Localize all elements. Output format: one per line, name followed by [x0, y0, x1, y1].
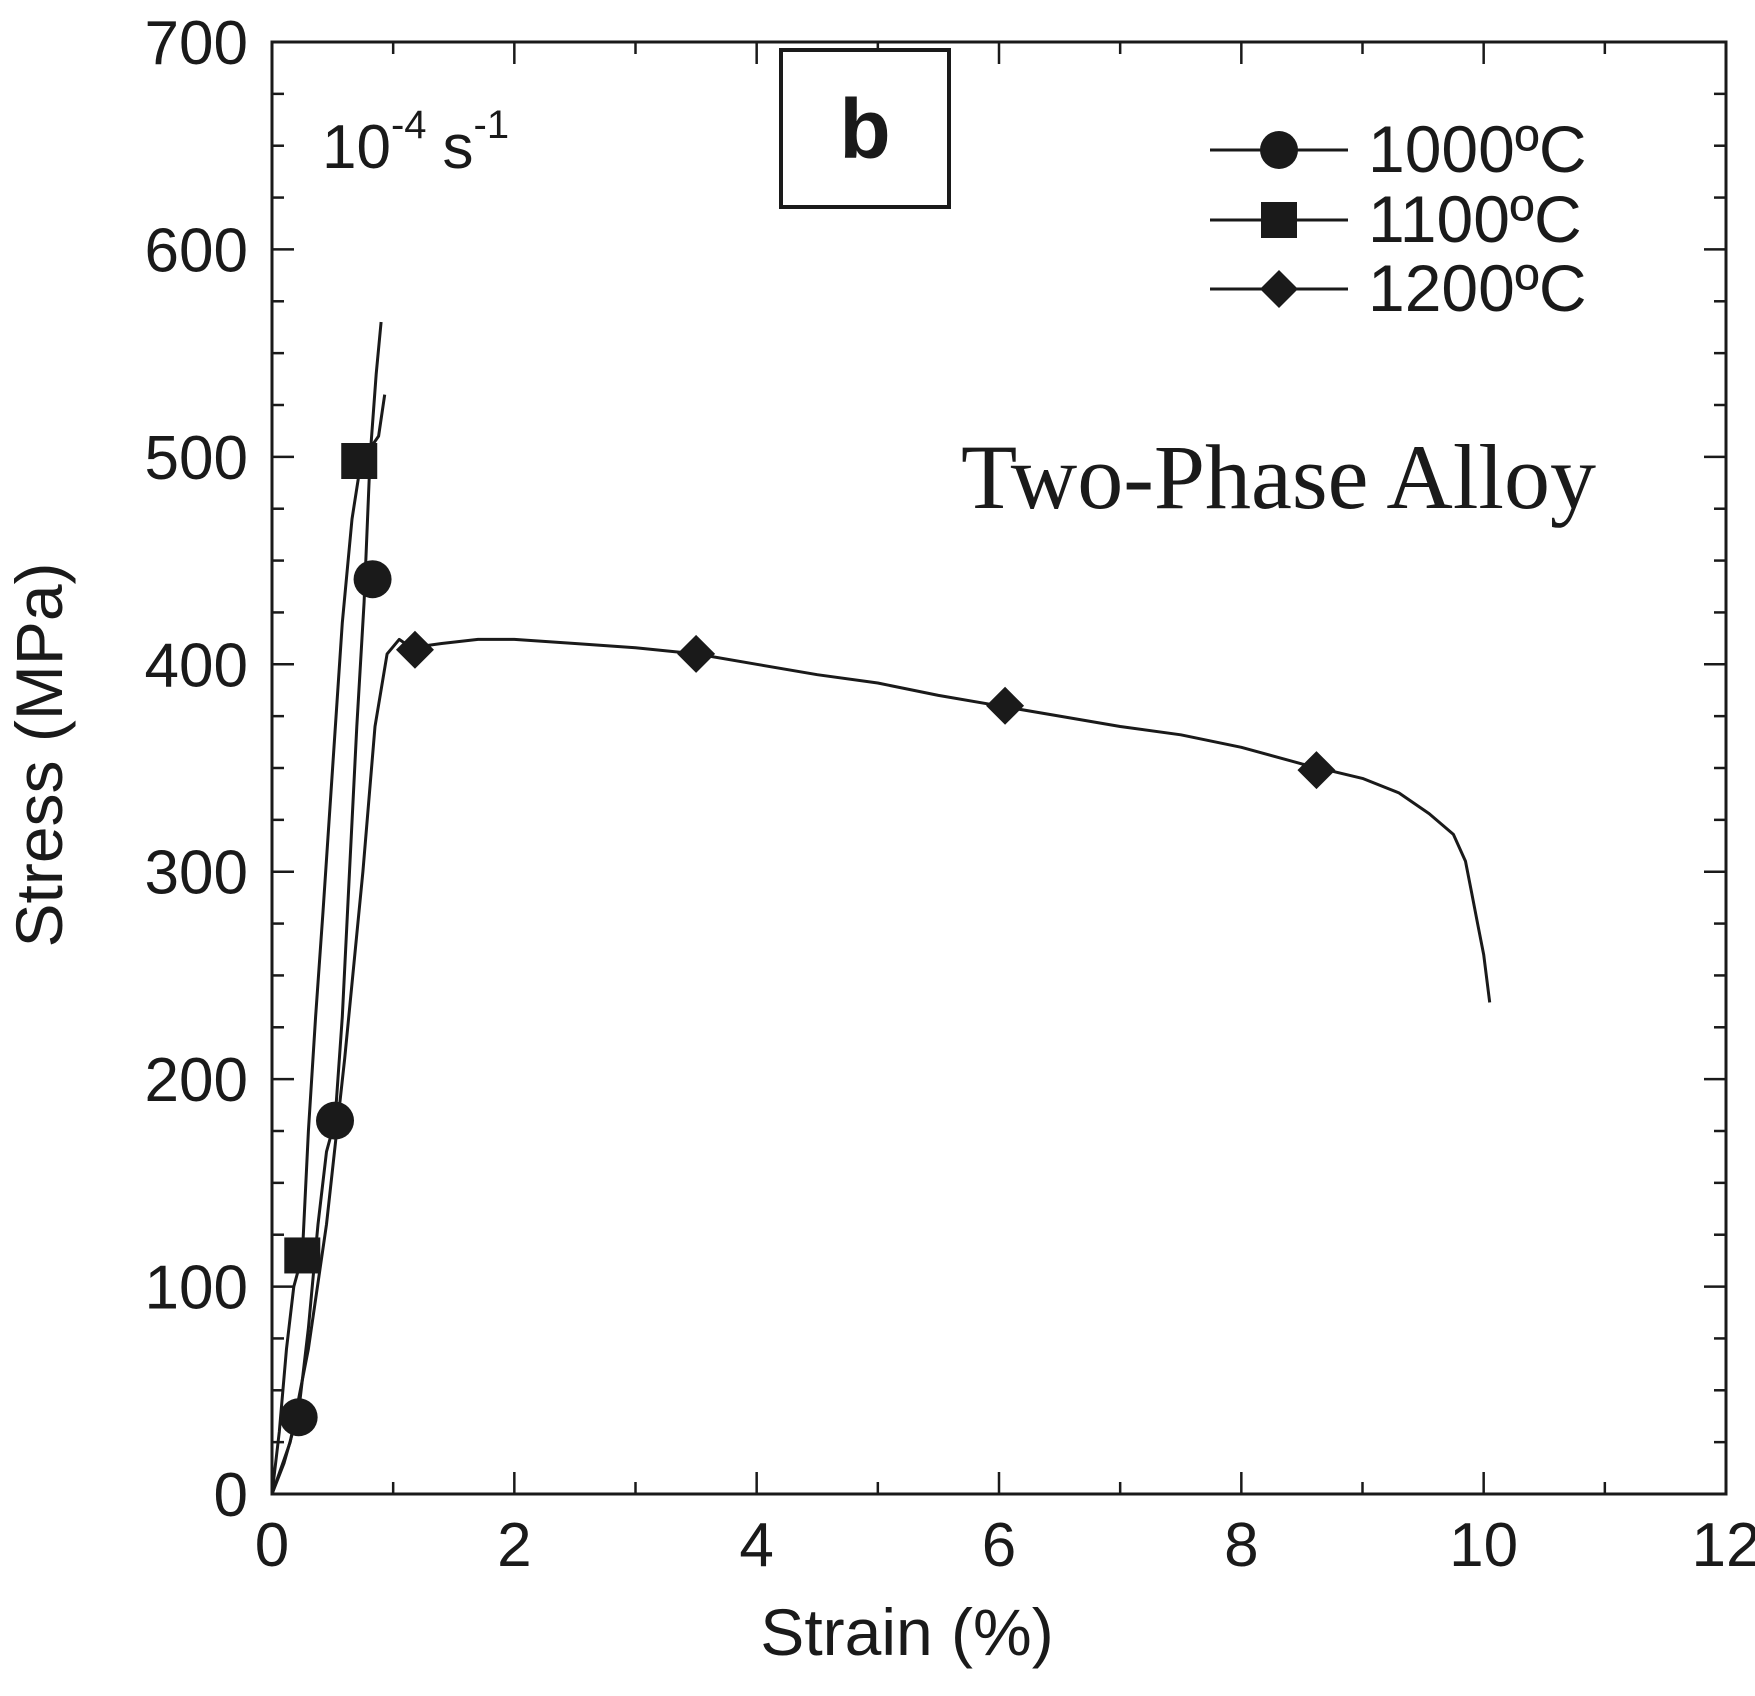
legend-label: 1200ºC [1368, 251, 1587, 325]
data-point-diamond [395, 630, 434, 669]
series-line-square [270, 394, 387, 1495]
x-tick-labels: 0 2 4 6 8 10 12 [255, 1511, 1755, 1580]
y-axis-label: Stress (MPa) [2, 562, 76, 947]
data-point-diamond [677, 634, 716, 673]
x-tick-label: 8 [1224, 1511, 1258, 1580]
panel-label: b [839, 82, 890, 176]
x-tick-label: 4 [739, 1511, 773, 1580]
data-point-diamond [986, 686, 1025, 725]
data-point-diamond [1297, 751, 1336, 790]
y-tick-labels: 0 100 200 300 400 500 600 700 [145, 9, 248, 1530]
data-point-square [284, 1237, 321, 1274]
y-tick-label: 700 [145, 9, 248, 78]
legend-marker-circle [1260, 131, 1298, 169]
strain-rate-unit: s [443, 113, 474, 182]
plot-frame [270, 40, 1728, 1496]
x-tick-label: 10 [1449, 1511, 1518, 1580]
series-line-diamond [270, 637, 1492, 1495]
strain-rate-base-exponent: -4 [391, 103, 427, 147]
data-point-circle [316, 1101, 355, 1140]
legend-marker-diamond [1260, 270, 1298, 308]
legend-label: 1100ºC [1368, 182, 1582, 256]
data-point-circle [279, 1398, 318, 1437]
strain-rate-base: 10 [322, 113, 391, 182]
y-tick-label: 400 [145, 631, 248, 700]
legend-label: 1000ºC [1368, 112, 1587, 186]
y-tick-label: 500 [145, 424, 248, 493]
data-point-square [341, 443, 378, 480]
x-tick-label: 12 [1692, 1511, 1755, 1580]
x-axis-label: Strain (%) [760, 1595, 1053, 1669]
series-line-circle [270, 321, 383, 1495]
y-tick-label: 0 [214, 1461, 248, 1530]
legend-marker-square [1261, 202, 1297, 238]
y-tick-label: 600 [145, 216, 248, 285]
panel-label-box [779, 48, 951, 209]
y-tick-label: 100 [145, 1254, 248, 1323]
strain-rate-unit-exponent: -1 [474, 103, 510, 147]
y-tick-label: 300 [145, 839, 248, 908]
x-tick-label: 6 [982, 1511, 1016, 1580]
x-tick-label: 2 [497, 1511, 531, 1580]
y-tick-label: 200 [145, 1046, 248, 1115]
x-tick-label: 0 [255, 1511, 289, 1580]
series-markers [279, 443, 1336, 1437]
strain-rate-label: 10-4 s-1 [322, 103, 509, 182]
alloy-annotation: Two-Phase Alloy [961, 426, 1596, 528]
data-point-circle [353, 560, 392, 599]
